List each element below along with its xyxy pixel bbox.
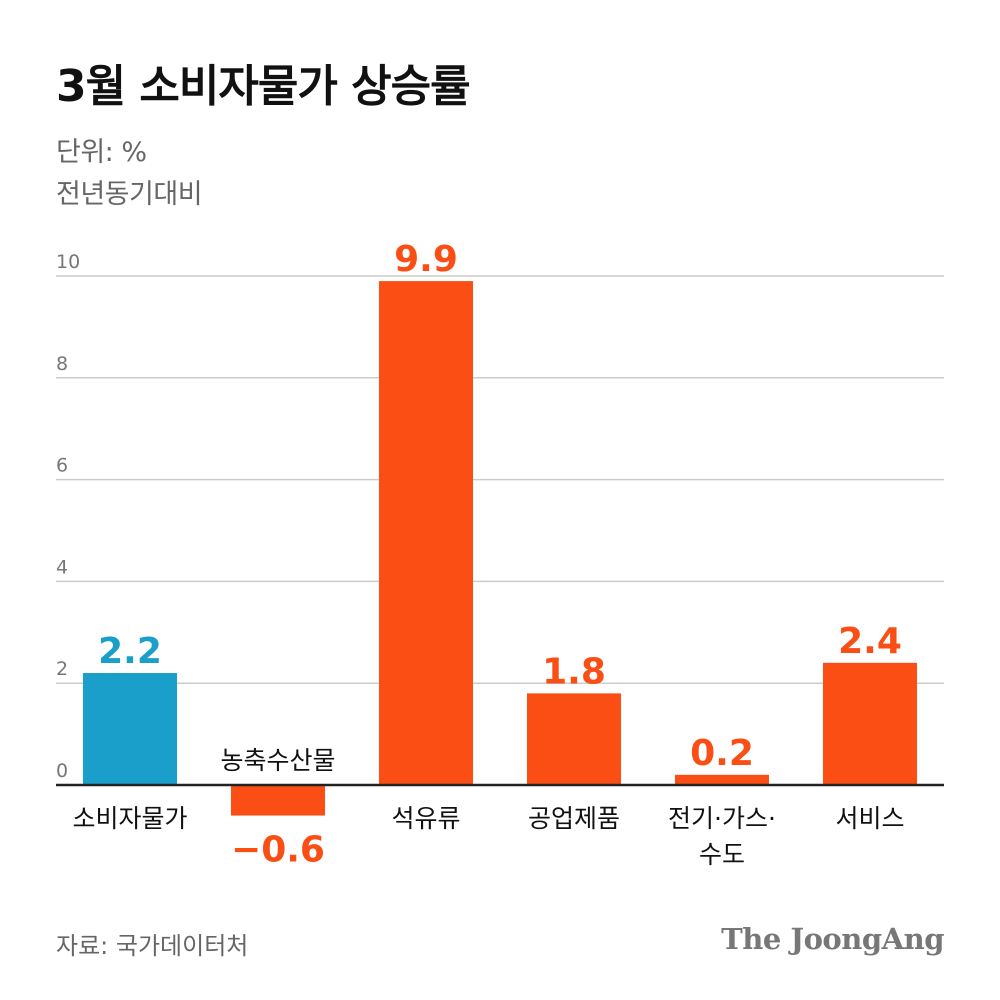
value-label: 2.4 (838, 621, 902, 662)
bar (527, 693, 621, 785)
bar (675, 774, 769, 785)
y-tick-label: 6 (56, 455, 68, 477)
value-label: −0.6 (231, 830, 325, 871)
bar (379, 281, 473, 785)
value-label: 1.8 (542, 651, 606, 692)
category-label: 소비자물가 (72, 804, 187, 833)
bar (823, 662, 917, 785)
bar (231, 785, 325, 816)
y-tick-label: 0 (56, 760, 68, 782)
category-label: 공업제품 (528, 804, 620, 833)
value-label: 0.2 (690, 733, 754, 774)
source-label: 자료: 국가데이터처 (56, 932, 249, 960)
value-label: 2.2 (98, 631, 162, 672)
category-label: 농축수산물 (220, 746, 335, 775)
y-tick-label: 4 (56, 556, 68, 578)
chart-title: 3월 소비자물가 상승률 (56, 61, 471, 112)
y-tick-label: 2 (56, 658, 68, 680)
category-label: 수도 (699, 840, 745, 869)
publisher-logo: The JoongAng (721, 922, 944, 956)
category-label: 서비스 (835, 804, 904, 833)
unit-label: 단위: % (56, 137, 147, 168)
y-tick-label: 10 (56, 251, 80, 273)
value-label: 9.9 (394, 239, 458, 280)
y-tick-label: 8 (56, 353, 68, 375)
category-label: 석유류 (391, 804, 460, 833)
basis-label: 전년동기대비 (56, 179, 203, 210)
category-label: 전기·가스· (668, 804, 776, 833)
bar (83, 673, 177, 785)
